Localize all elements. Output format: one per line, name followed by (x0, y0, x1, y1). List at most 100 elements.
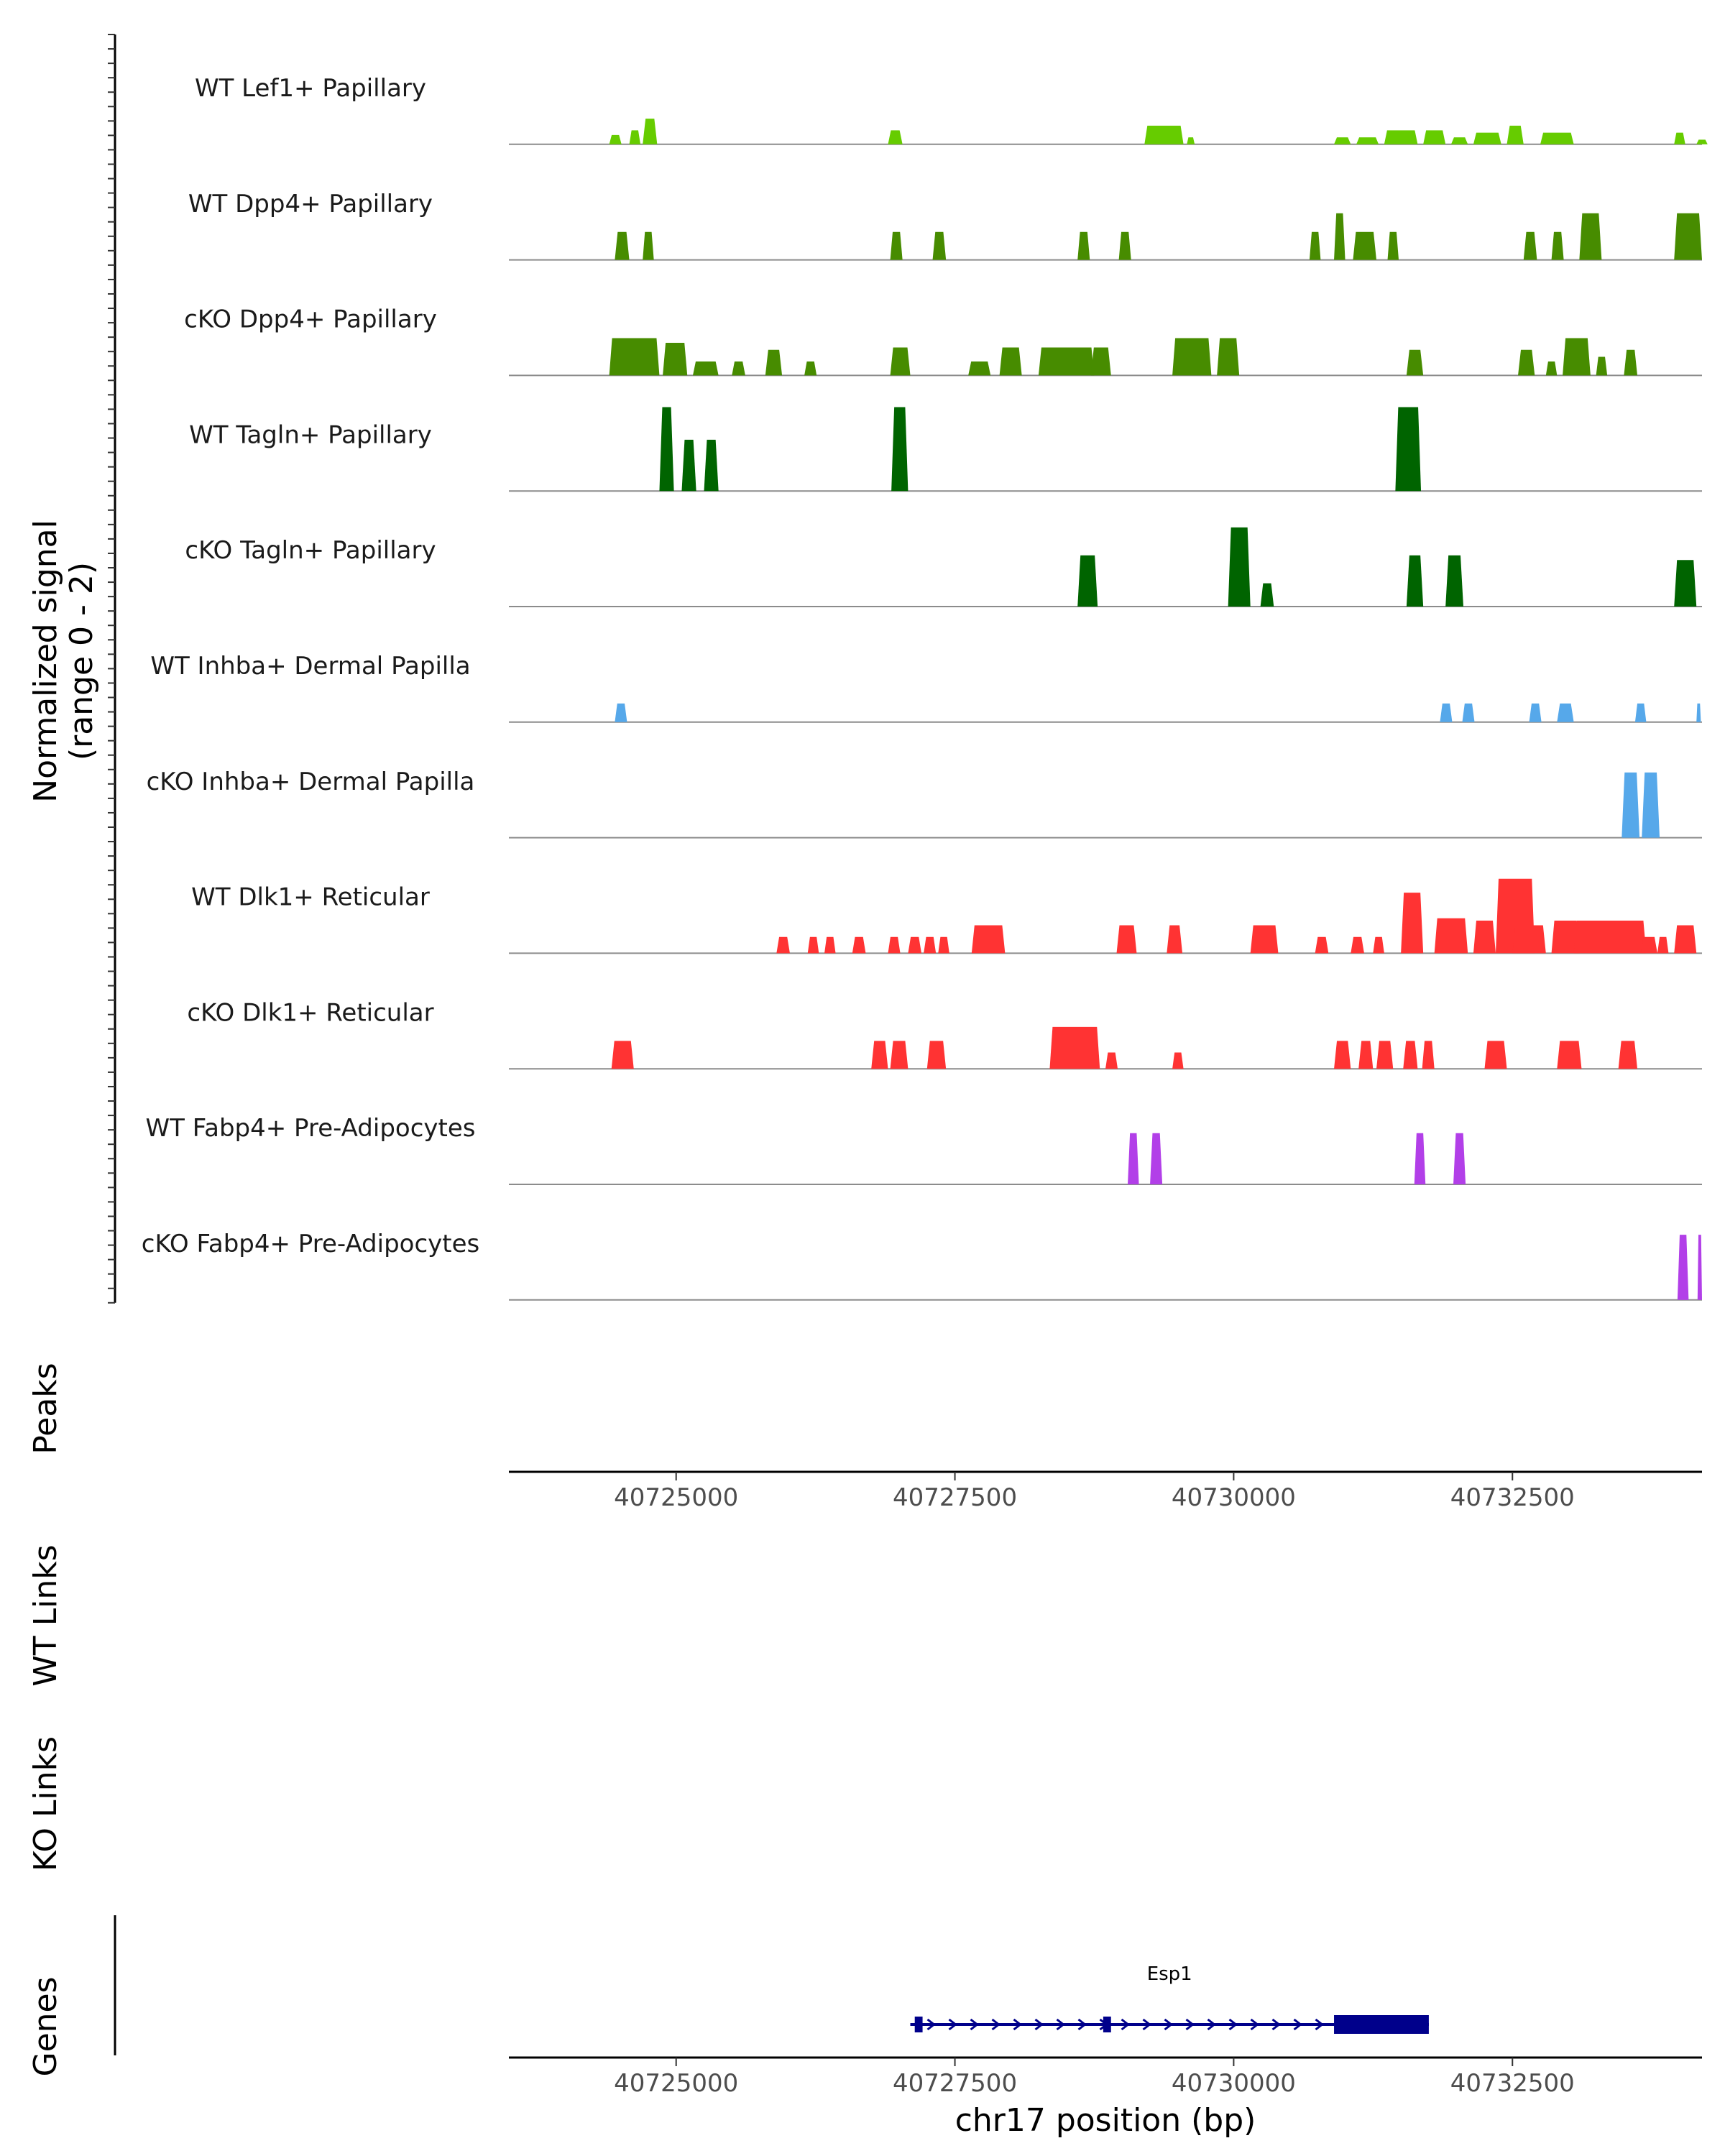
coverage-peak (924, 936, 937, 954)
x-tick-label: 40725000 (614, 2069, 738, 2098)
coverage-peak (643, 119, 658, 144)
x-tick-label: 40730000 (1172, 2069, 1296, 2098)
track-label: cKO Dpp4+ Papillary (184, 305, 437, 334)
coverage-peak (692, 361, 719, 376)
coverage-peak (1462, 703, 1475, 722)
strand-arrow (1164, 2018, 1173, 2031)
coverage-peak (611, 1041, 634, 1069)
coverage-peak (1677, 1235, 1689, 1300)
coverage-peak (804, 361, 817, 376)
coverage-peak (765, 349, 783, 376)
coverage-peak (932, 231, 947, 260)
gene-exon (1103, 2017, 1111, 2032)
coverage-peak (1573, 921, 1647, 954)
coverage-peak (1484, 1041, 1507, 1069)
ko-links-title: KO Links (27, 1736, 64, 1871)
coverage-peak (1453, 1133, 1466, 1184)
coverage-peak (1557, 703, 1574, 722)
coverage-peak (1674, 925, 1697, 954)
coverage-peak (1640, 936, 1657, 954)
coverage-peak (1373, 936, 1384, 954)
coverage-peak (971, 925, 1006, 954)
coverage-peak (1450, 137, 1468, 144)
track-label: WT Dlk1+ Reticular (191, 883, 430, 912)
coverage-peak (1540, 132, 1574, 144)
coverage-peak (1529, 703, 1542, 722)
x-tick-label: 40725000 (614, 1483, 738, 1512)
coverage-peak (776, 936, 790, 954)
strand-arrow (1013, 2018, 1022, 2031)
coverage-peak (1250, 925, 1279, 954)
coverage-peak (891, 407, 908, 492)
coverage-peak (1150, 1133, 1163, 1184)
coverage-peak (1395, 407, 1422, 492)
strand-arrow (1293, 2018, 1302, 2031)
track-label: WT Inhba+ Dermal Papilla (150, 652, 470, 681)
coverage-peak (1353, 231, 1376, 260)
coverage-track: WT Fabp4+ Pre-Adipocytes (146, 1114, 1702, 1185)
strand-arrow (970, 2018, 979, 2031)
coverage-peak (1401, 893, 1424, 954)
coverage-peak (1473, 921, 1496, 954)
coverage-peak (629, 130, 641, 144)
coverage-peak (890, 347, 911, 376)
coverage-peak (871, 1041, 888, 1069)
x-tick-label: 40730000 (1172, 1483, 1296, 1512)
coverage-track: WT Tagln+ Papillary (189, 407, 1702, 492)
strand-arrow (1207, 2018, 1216, 2031)
coverage-track: WT Dlk1+ Reticular (191, 878, 1702, 954)
coverage-peak (1038, 347, 1095, 376)
gene-track (910, 2015, 1429, 2034)
x-tick-label: 40732500 (1450, 2069, 1575, 2098)
peaks-x-axis: 40725000 40727500 40730000 40732500 (509, 1470, 1702, 1512)
coverage-peak (1334, 1041, 1351, 1069)
y-axis-subtitle: (range 0 - 2) (63, 562, 100, 760)
strand-arrow (1315, 2018, 1324, 2031)
coverage-peak (1077, 555, 1098, 607)
coverage-peak (1167, 925, 1183, 954)
coverage-track: WT Inhba+ Dermal Papilla (150, 652, 1702, 723)
strand-arrow (1228, 2018, 1238, 2031)
coverage-peak (1217, 338, 1240, 376)
coverage-peak (1309, 231, 1321, 260)
coverage-peak (1557, 1041, 1582, 1069)
gene-exon (1334, 2015, 1429, 2034)
coverage-peak (1622, 772, 1640, 838)
strand-arrow (1077, 2018, 1087, 2031)
coverage-peak (1116, 925, 1137, 954)
track-label: cKO Dlk1+ Reticular (187, 998, 433, 1027)
coverage-peak (888, 936, 901, 954)
coverage-peak (1674, 132, 1685, 144)
coverage-peak (1657, 936, 1669, 954)
coverage-peak (615, 231, 630, 260)
gene-exon (914, 2017, 923, 2032)
genes-title: Genes (27, 1976, 64, 2076)
coverage-track: cKO Dpp4+ Papillary (184, 305, 1702, 377)
coverage-peak (908, 936, 922, 954)
coverage-peak (1384, 130, 1418, 144)
coverage-peak (1440, 703, 1453, 722)
coverage-peak (609, 134, 622, 144)
peaks-title: Peaks (27, 1363, 64, 1454)
coverage-peak (1334, 137, 1351, 144)
coverage-peak (1406, 349, 1424, 376)
coverage-peak (1445, 555, 1463, 607)
coverage-peak (615, 703, 627, 722)
coverage-peak (1077, 231, 1090, 260)
coverage-peak (1563, 338, 1591, 376)
coverage-peak (1172, 1052, 1184, 1069)
strand-arrow (991, 2018, 1000, 2031)
coverage-peak (1315, 936, 1329, 954)
coverage-peak (1696, 139, 1708, 144)
coverage-tracks: WT Lef1+ Papillary WT Dpp4+ Papillary cKO … (142, 74, 1708, 1301)
coverage-peak (824, 936, 836, 954)
strand-arrow (1056, 2018, 1065, 2031)
coverage-peak (1473, 132, 1501, 144)
strand-arrow (1271, 2018, 1281, 2031)
coverage-peak (890, 1041, 908, 1069)
coverage-track: WT Lef1+ Papillary (195, 74, 1708, 145)
strand-arrow (1142, 2018, 1151, 2031)
coverage-peak (732, 361, 745, 376)
coverage-peak (659, 407, 674, 492)
